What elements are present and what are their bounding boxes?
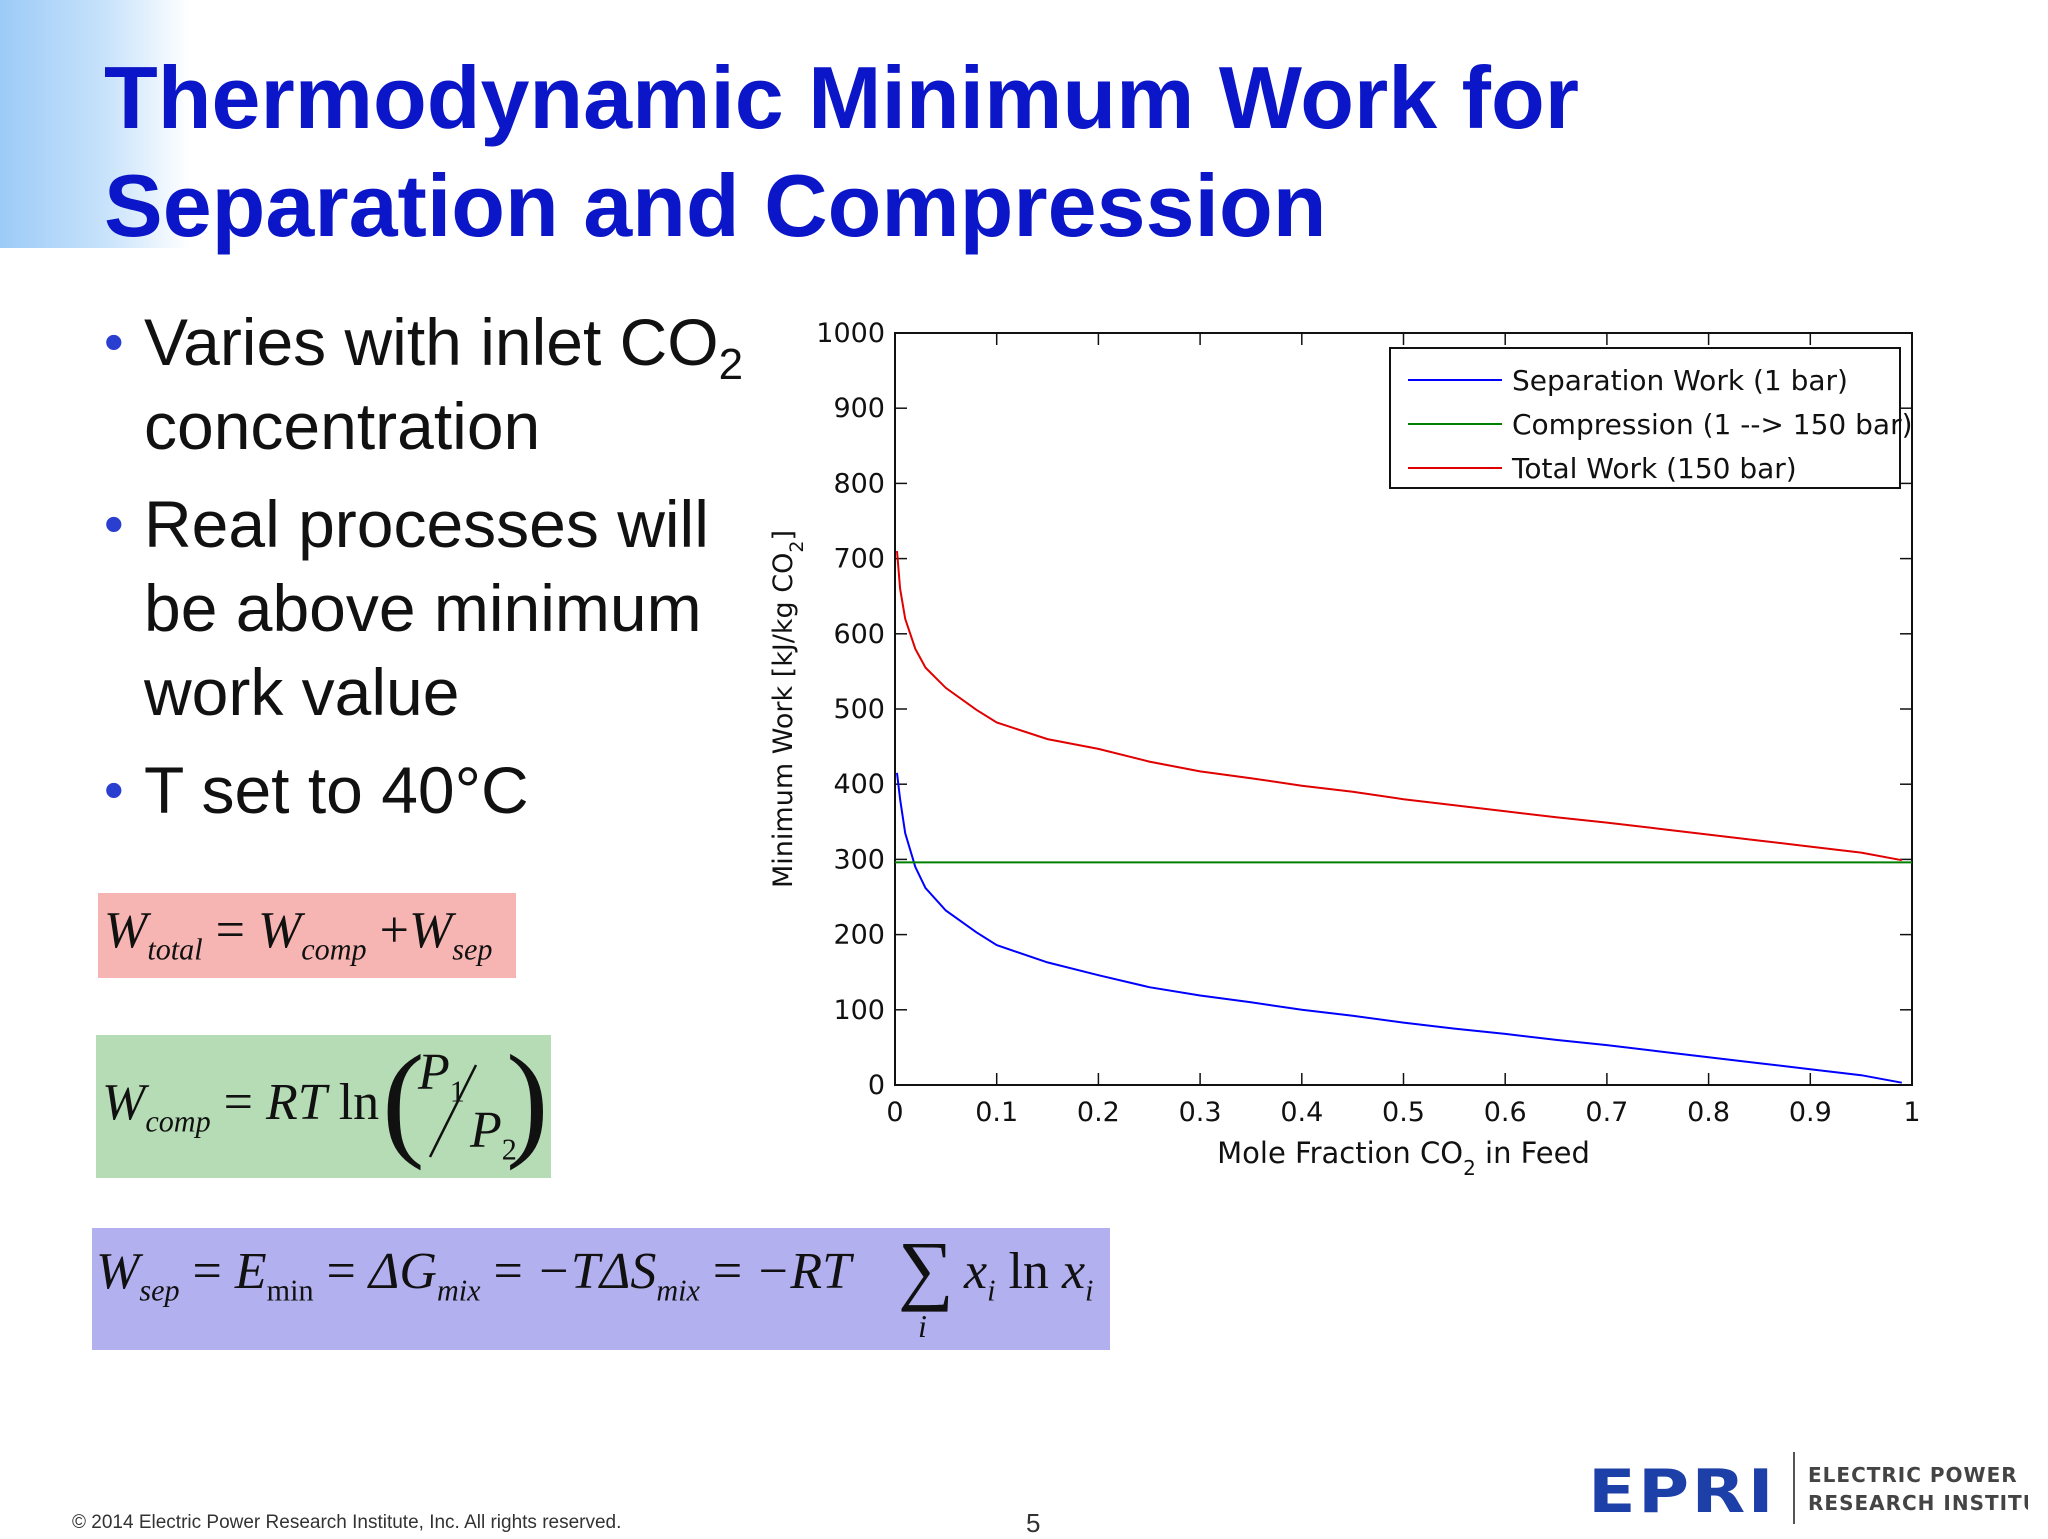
x-tick-label: 0.8 — [1687, 1097, 1730, 1128]
bullet-text: Real processes will be above minimum wor… — [144, 487, 709, 729]
eq-symbol: W — [104, 902, 148, 959]
footer-copyright: © 2014 Electric Power Research Institute… — [72, 1512, 622, 1533]
eq-sep-main: Wsep = Emin = ΔGmix = −TΔSmix = −RT — [96, 1242, 852, 1306]
minimum-work-chart: 0 0.1 0.2 0.3 0.4 0.5 0.6 0.7 0.8 0.9 1 0 100 200 300 4… — [768, 318, 1920, 1180]
eq-symbol: E — [234, 1243, 267, 1300]
eq-subscript: sep — [139, 1273, 180, 1308]
eq-symbol: W — [102, 1074, 146, 1131]
x-tick-label: 0.5 — [1382, 1097, 1425, 1128]
series-line-3 — [896, 551, 1902, 862]
x-axis-label: Mole Fraction CO2 in Feed — [1217, 1136, 1590, 1180]
eq-symbol: W — [408, 902, 453, 959]
series-line-1 — [896, 772, 1902, 1084]
page-number: 5 — [1026, 1508, 1041, 1538]
eq-symbol: ΔG — [368, 1243, 437, 1300]
y-axis-label: Minimum Work [kJ/kg CO2] — [768, 530, 808, 888]
x-tick-label: 0.3 — [1179, 1097, 1222, 1128]
legend-entry-2: Compression (1 --> 150 bar) — [1512, 408, 1913, 441]
logo-text-line-1: ELECTRIC POWER — [1808, 1463, 2018, 1487]
title-accent-gradient — [0, 0, 190, 248]
eq-fraction-numerator: P1 — [418, 1044, 465, 1109]
eq-subscript: sep — [452, 932, 493, 967]
legend-entry-1: Separation Work (1 bar) — [1512, 364, 1848, 397]
eq-subscript: mix — [656, 1273, 700, 1308]
equation-total-work: Wtotal = Wcomp +Wsep — [98, 893, 516, 978]
y-tick-label: 900 — [833, 393, 885, 424]
y-tick-label: 600 — [833, 619, 885, 650]
slide-title-line-1: Thermodynamic Minimum Work for — [104, 48, 1579, 147]
bullet-text: Varies with inlet CO — [144, 305, 719, 379]
eq-operator-equals: = — [712, 1243, 743, 1300]
x-tick-label: 0 — [886, 1097, 903, 1128]
equation-separation-work: Wsep = Emin = ΔGmix = −TΔSmix = −RT ∑ i … — [92, 1225, 1110, 1350]
bullet-item: T set to 40°C — [104, 748, 764, 832]
eq-subscript: mix — [436, 1273, 481, 1308]
eq-subscript: comp — [301, 932, 367, 967]
y-tick-label: 100 — [833, 995, 885, 1026]
bullet-item: Real processes will be above minimum wor… — [104, 482, 764, 734]
x-tick-label: 1 — [1903, 1097, 1920, 1128]
eq-summation-index: i — [918, 1308, 927, 1344]
x-tick-label: 0.7 — [1585, 1097, 1628, 1128]
epri-wordmark: EPRI — [1588, 1457, 1776, 1526]
eq-fraction-denominator: P2 — [470, 1102, 517, 1167]
logo-text-line-2: RESEARCH INSTITUTE — [1808, 1491, 2028, 1515]
eq-operator-equals: = — [215, 902, 245, 959]
eq-left-paren: ( — [382, 1029, 425, 1171]
x-tick-label: 0.9 — [1789, 1097, 1832, 1128]
bullet-text: T set to 40°C — [144, 753, 529, 827]
slide-title: Thermodynamic Minimum Work for Separatio… — [104, 44, 2004, 260]
eq-subscript: comp — [145, 1104, 211, 1139]
eq-right-paren: ) — [506, 1029, 549, 1171]
eq-sep-tail: xi ln xi — [964, 1243, 1094, 1308]
y-tick-label: 500 — [833, 694, 885, 725]
y-tick-label: 400 — [833, 769, 885, 800]
eq-operator-equals: = — [223, 1074, 253, 1131]
eq-symbol: W — [96, 1243, 140, 1300]
eq-fraction-slash — [428, 1064, 478, 1158]
x-tick-label: 0.2 — [1077, 1097, 1120, 1128]
equation-compression-work: Wcomp = RT ln ( ) P1 P2 — [96, 1029, 551, 1178]
legend-entry-3: Total Work (150 bar) — [1511, 452, 1797, 485]
x-tick-label: 0.6 — [1484, 1097, 1527, 1128]
y-tick-label: 0 — [868, 1070, 885, 1101]
eq-operator-equals: = — [192, 1243, 222, 1300]
bullet-item: Varies with inlet CO2 concentration — [104, 300, 764, 468]
y-tick-label: 300 — [833, 844, 885, 875]
epri-logo: EPRI ELECTRIC POWER RESEARCH INSTITUTE — [1588, 1452, 2028, 1526]
eq-function-ln: ln — [338, 1074, 380, 1131]
eq-symbol-rt: RT — [265, 1074, 326, 1131]
y-tick-label: 700 — [833, 544, 885, 575]
eq-subscript: min — [266, 1273, 314, 1308]
eq-symbol: W — [257, 902, 302, 959]
y-tick-label: 200 — [833, 920, 885, 951]
eq-symbol: −TΔS — [535, 1243, 657, 1300]
x-tick-label: 0.1 — [975, 1097, 1018, 1128]
eq-comp-main: Wcomp = RT ln — [102, 1073, 380, 1137]
legend-box — [1389, 347, 1901, 489]
eq-operator-equals: = — [326, 1243, 356, 1300]
eq-symbol-rt: −RT — [755, 1243, 852, 1300]
eq-operator-plus: + — [379, 902, 409, 959]
bullet-subscript: 2 — [718, 340, 744, 390]
eq-operator-equals: = — [493, 1243, 523, 1300]
eq-subscript: total — [147, 932, 203, 967]
plot-layer: 0 0.1 0.2 0.3 0.4 0.5 0.6 0.7 0.8 0.9 1 0 100 200 300 4… — [816, 318, 1920, 1128]
bullet-text-after: concentration — [144, 389, 541, 463]
bullet-list: Varies with inlet CO2 concentration Real… — [104, 300, 764, 846]
eq-summation-sign: ∑ — [898, 1225, 954, 1312]
y-tick-label: 800 — [833, 468, 885, 499]
slide-title-line-2: Separation and Compression — [104, 156, 1327, 255]
y-tick-label: 1000 — [816, 318, 885, 349]
x-tick-label: 0.4 — [1280, 1097, 1323, 1128]
